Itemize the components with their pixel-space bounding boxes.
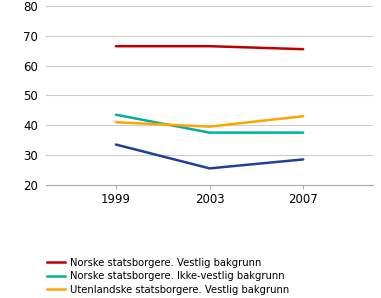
Legend: Norske statsborgere. Vestlig bakgrunn, Norske statsborgere. Ikke-vestlig bakgrun: Norske statsborgere. Vestlig bakgrunn, N… <box>48 258 313 298</box>
